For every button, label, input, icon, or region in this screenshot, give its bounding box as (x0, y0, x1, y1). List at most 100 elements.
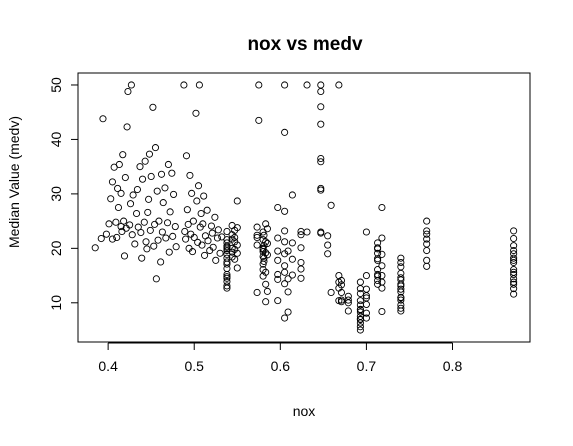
data-point-191 (288, 255, 296, 263)
data-point-247 (362, 272, 370, 280)
data-point-88 (197, 209, 205, 218)
data-point-151 (259, 252, 267, 261)
data-point-33 (136, 163, 144, 171)
data-point-121 (223, 278, 231, 286)
data-point-190 (284, 288, 292, 296)
data-point-63 (166, 208, 174, 216)
data-point-139 (233, 249, 241, 257)
data-point-94 (203, 206, 211, 214)
data-point-244 (356, 323, 364, 331)
data-point-42 (145, 195, 153, 203)
data-point-65 (169, 232, 177, 240)
data-point-297 (510, 227, 518, 235)
data-point-73 (183, 206, 191, 214)
data-point-135 (233, 224, 241, 232)
data-point-97 (207, 222, 215, 230)
data-point-306 (510, 280, 518, 288)
data-point-163 (262, 249, 270, 257)
data-point-144 (253, 288, 261, 297)
data-point-165 (262, 268, 270, 276)
data-point-68 (172, 243, 180, 251)
data-point-207 (317, 154, 325, 163)
data-point-18 (120, 217, 128, 225)
data-point-74 (184, 220, 192, 228)
data-point-60 (163, 219, 172, 227)
data-point-80 (189, 217, 197, 225)
data-point-36 (139, 175, 147, 183)
y-tick-label-3: 40 (48, 131, 64, 147)
x-tick-label-0: 0.4 (98, 358, 118, 374)
data-point-156 (260, 231, 268, 239)
data-point-19 (120, 252, 129, 260)
data-point-89 (198, 241, 206, 249)
data-point-49 (151, 144, 160, 152)
data-point-39 (142, 238, 150, 246)
data-point-102 (213, 234, 222, 242)
data-point-174 (274, 297, 282, 305)
data-point-172 (274, 203, 282, 212)
data-point-17 (119, 151, 127, 159)
y-axis-label: Median Value (medv) (6, 116, 22, 248)
data-point-138 (233, 264, 241, 272)
data-point-173 (274, 247, 282, 255)
data-point-265 (378, 203, 386, 212)
data-point-86 (195, 81, 203, 89)
data-point-215 (324, 250, 332, 258)
data-point-185 (281, 280, 289, 288)
data-point-61 (164, 160, 172, 169)
data-point-243 (356, 305, 364, 313)
data-point-160 (262, 220, 270, 228)
data-point-214 (324, 241, 332, 249)
data-point-56 (158, 228, 166, 236)
data-point-196 (297, 244, 305, 252)
data-point-70 (181, 227, 189, 236)
data-point-54 (157, 258, 165, 266)
data-point-79 (188, 248, 197, 256)
data-point-213 (324, 232, 332, 240)
data-point-140 (253, 223, 261, 231)
data-point-177 (281, 81, 289, 89)
data-point-286 (397, 285, 405, 293)
data-point-72 (182, 152, 191, 160)
data-point-76 (186, 171, 194, 179)
data-point-183 (281, 262, 289, 270)
data-point-303 (510, 266, 518, 274)
data-point-280 (397, 307, 405, 315)
data-point-66 (170, 190, 178, 198)
data-point-293 (423, 246, 431, 255)
data-point-304 (510, 270, 518, 279)
data-point-67 (171, 223, 179, 231)
data-point-302 (510, 258, 518, 267)
data-point-246 (362, 228, 370, 236)
data-point-248 (362, 285, 370, 293)
data-point-55 (157, 170, 166, 178)
data-point-197 (297, 258, 305, 267)
data-point-53 (155, 217, 163, 225)
data-point-289 (423, 217, 431, 225)
y-tick-label-0: 10 (48, 295, 64, 311)
data-point-38 (141, 157, 149, 165)
data-point-27 (128, 231, 136, 239)
data-point-78 (188, 189, 196, 197)
data-point-43 (145, 150, 154, 158)
data-point-142 (253, 241, 261, 249)
data-point-266 (378, 234, 386, 242)
data-point-95 (204, 237, 212, 245)
data-point-264 (374, 272, 382, 280)
data-point-119 (223, 239, 231, 247)
data-point-189 (284, 247, 292, 255)
data-point-260 (374, 280, 382, 288)
data-point-178 (281, 128, 289, 136)
data-point-253 (362, 292, 370, 300)
data-point-233 (356, 289, 364, 298)
data-point-103 (214, 226, 222, 234)
plot-frame (77, 72, 531, 343)
data-point-145 (255, 81, 263, 89)
data-point-192 (288, 239, 296, 247)
data-point-271 (378, 250, 386, 258)
data-point-170 (274, 256, 282, 264)
data-point-252 (362, 314, 370, 322)
y-tick-label-2: 30 (48, 186, 64, 202)
data-point-12 (114, 203, 123, 212)
